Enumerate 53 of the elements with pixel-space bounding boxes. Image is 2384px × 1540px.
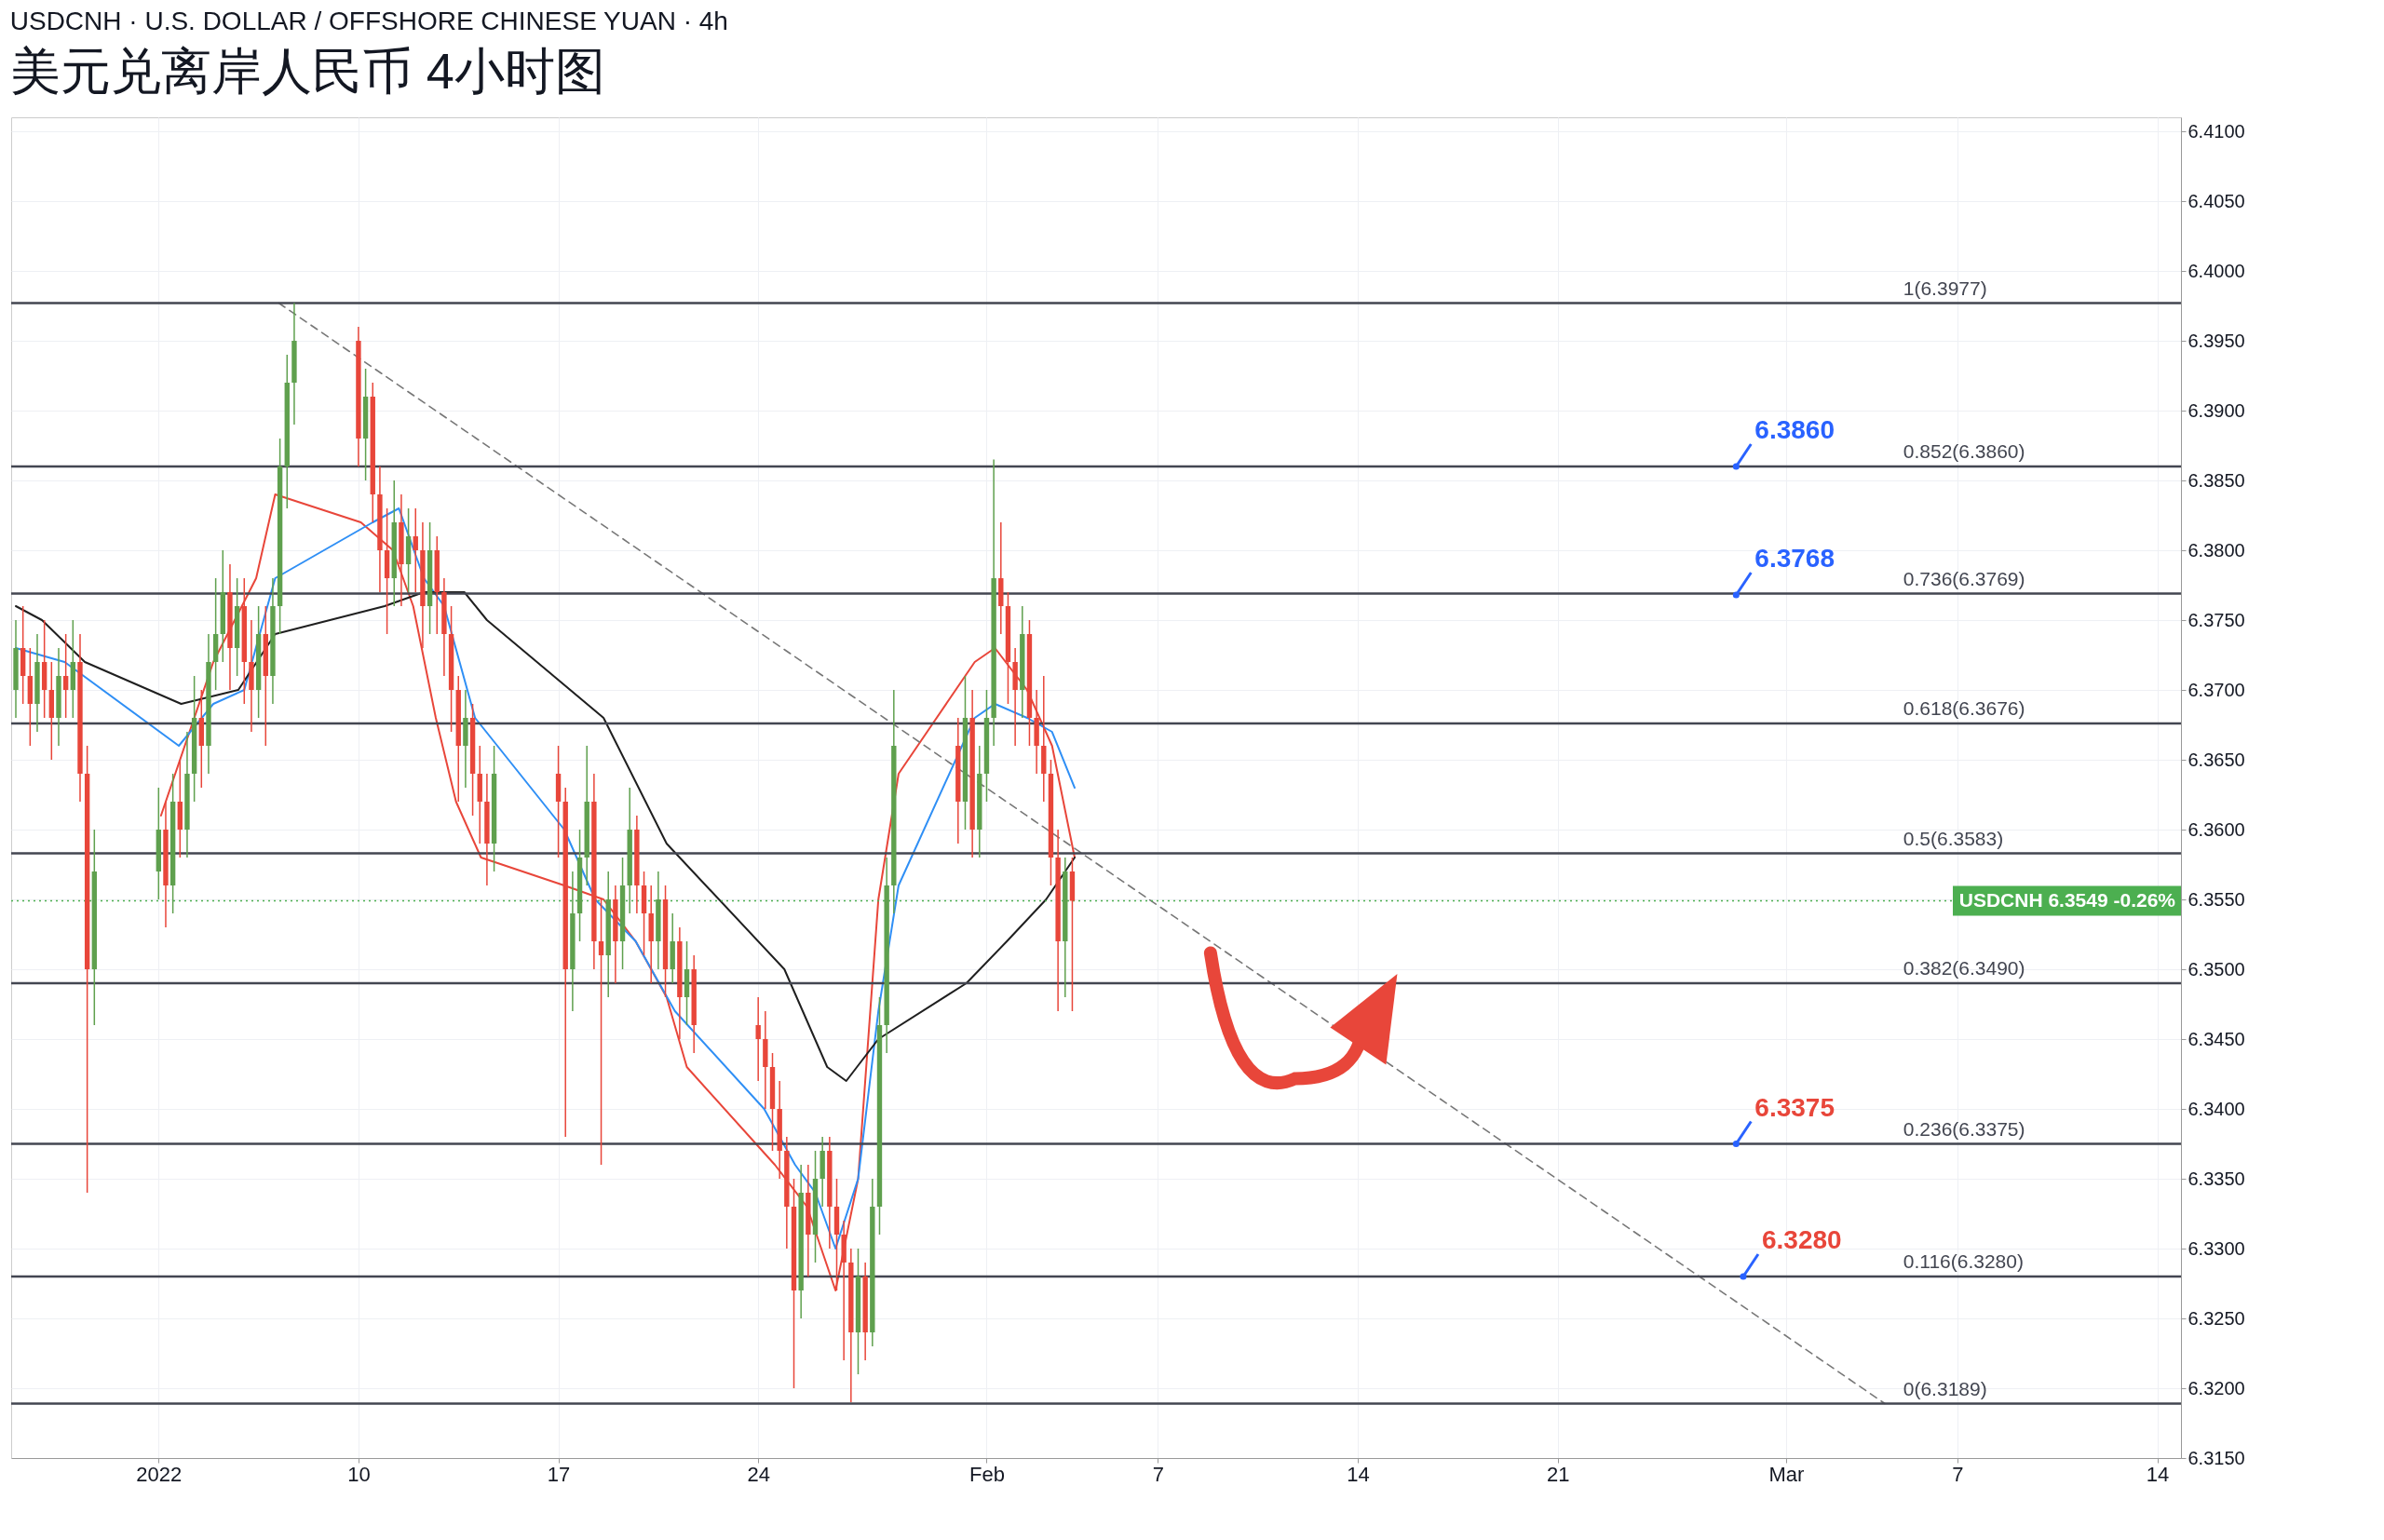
candlestick [413, 507, 418, 593]
y-tick-label: 6.4100 [2188, 120, 2245, 142]
candlestick [598, 898, 604, 1166]
ref-line-label: 0.116(6.3280) [1903, 1250, 2024, 1272]
y-tick-label: 6.3500 [2188, 958, 2245, 979]
x-tick-label: 10 [347, 1462, 371, 1486]
y-tick-label: 6.3450 [2188, 1028, 2245, 1049]
y-tick-label: 6.3900 [2188, 399, 2245, 421]
y-tick-label: 6.3750 [2188, 609, 2245, 630]
ref-line-label: 0.852(6.3860) [1903, 440, 2025, 462]
x-tick-label: 14 [2146, 1462, 2170, 1486]
y-tick-label: 6.4050 [2188, 190, 2245, 211]
x-tick-label: Mar [1768, 1462, 1805, 1486]
ref-line-label: 0.618(6.3676) [1903, 697, 2025, 719]
chart-subtitle: 美元兑离岸人民币 4小时图 [9, 43, 605, 99]
x-tick-label: 21 [1546, 1462, 1570, 1486]
y-tick-label: 6.4000 [2188, 260, 2245, 281]
y-tick-label: 6.3150 [2188, 1447, 2245, 1468]
y-tick-label: 6.3800 [2188, 539, 2245, 561]
x-tick-label: 7 [1152, 1462, 1165, 1486]
annotation: 6.3280 [1761, 1225, 1842, 1254]
y-tick-label: 6.3250 [2188, 1307, 2245, 1329]
chart-title: USDCNH · U.S. DOLLAR / OFFSHORE CHINESE YUAN · 4h [9, 7, 728, 35]
ref-line-label: 0.382(6.3490) [1903, 957, 2025, 979]
ref-line-label: 0.736(6.3769) [1903, 567, 2025, 589]
y-tick-label: 6.3600 [2188, 818, 2245, 840]
x-tick-label: 24 [747, 1462, 770, 1486]
y-tick-label: 6.3350 [2188, 1168, 2245, 1189]
annotation: 6.3375 [1754, 1092, 1835, 1122]
ref-line-label: 0.5(6.3583) [1903, 827, 2004, 849]
y-tick-label: 6.3200 [2188, 1377, 2245, 1398]
y-tick-label: 6.3950 [2188, 330, 2245, 351]
candlestick [755, 996, 761, 1082]
line-series [15, 591, 1076, 1082]
y-tick-label: 6.3550 [2188, 888, 2245, 910]
candlestick [62, 633, 69, 719]
y-tick-label: 6.3650 [2188, 749, 2245, 770]
x-tick-label: 17 [547, 1462, 571, 1486]
y-tick-label: 6.3400 [2188, 1098, 2245, 1119]
ref-line-label: 0(6.3189) [1903, 1377, 1987, 1399]
ref-line-label: 0.236(6.3375) [1903, 1117, 2025, 1140]
y-tick-label: 6.3700 [2188, 679, 2245, 700]
ref-line-label: 1(6.3977) [1903, 277, 1987, 299]
annotation: 6.3768 [1754, 544, 1835, 573]
line-series [15, 507, 1076, 1250]
ref-line-label: USDCNH 6.3549 -0.26% [1958, 888, 2176, 911]
x-tick-label: 14 [1347, 1462, 1370, 1486]
x-tick-label: 2022 [136, 1462, 183, 1486]
y-tick-label: 6.3300 [2188, 1237, 2245, 1259]
x-tick-label: Feb [969, 1462, 1005, 1486]
x-tick-label: 7 [1952, 1462, 1964, 1486]
annotation: 6.3860 [1754, 415, 1835, 444]
y-tick-label: 6.3850 [2188, 469, 2245, 491]
